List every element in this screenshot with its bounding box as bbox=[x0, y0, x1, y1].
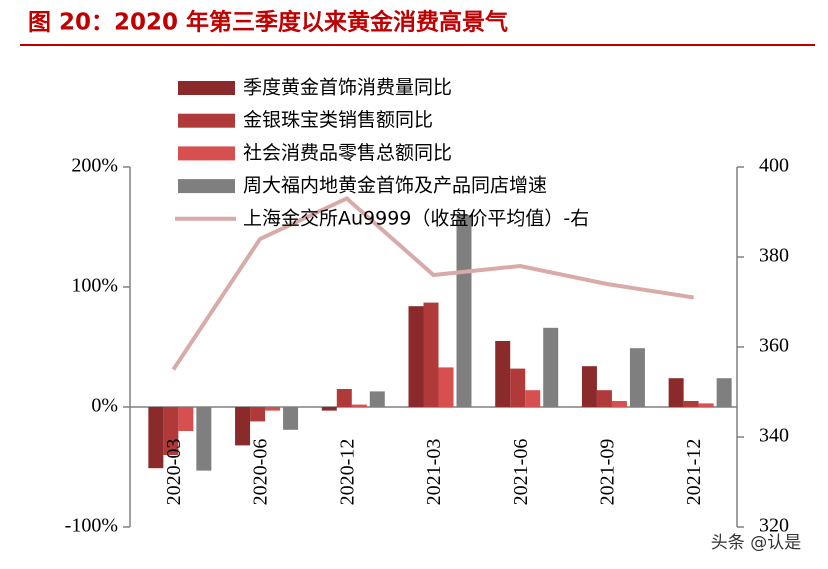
line bbox=[171, 196, 694, 371]
bar bbox=[629, 348, 645, 407]
x-tick-label: 2021-09 bbox=[597, 439, 619, 506]
bar bbox=[698, 403, 714, 407]
legend-swatch bbox=[178, 179, 235, 194]
x-tick-label: 2021-12 bbox=[683, 439, 705, 506]
bar bbox=[423, 302, 439, 407]
bar bbox=[683, 401, 699, 407]
y2-tick-label: 400 bbox=[759, 155, 789, 177]
bar bbox=[336, 389, 352, 407]
y2-tick-label: 340 bbox=[759, 425, 789, 447]
y2-tick-label: 380 bbox=[759, 245, 789, 267]
y-tick-label: -100% bbox=[65, 515, 118, 537]
x-tick-label: 2021-06 bbox=[510, 439, 532, 506]
y2-tick-label: 320 bbox=[759, 515, 789, 537]
y-tick-label: 0% bbox=[91, 395, 118, 417]
bar bbox=[525, 390, 541, 407]
bar bbox=[351, 404, 367, 407]
y-tick-label: 200% bbox=[71, 155, 118, 177]
bar bbox=[369, 391, 385, 407]
legend-swatch bbox=[178, 81, 235, 95]
bar bbox=[510, 368, 526, 407]
legend-label: 社会消费品零售总额同比 bbox=[243, 142, 452, 164]
bar bbox=[668, 378, 684, 407]
x-tick-label: 2021-03 bbox=[423, 439, 445, 506]
legend-label: 金银珠宝类销售额同比 bbox=[243, 109, 433, 131]
bar bbox=[148, 407, 164, 469]
bar bbox=[716, 378, 732, 407]
bar bbox=[235, 407, 251, 446]
bar bbox=[581, 366, 597, 407]
legend-swatch bbox=[178, 113, 235, 128]
legend-label: 季度黄金首饰消费量同比 bbox=[243, 77, 452, 99]
bar bbox=[283, 407, 299, 430]
bar bbox=[543, 327, 559, 407]
x-tick-label: 2020-03 bbox=[163, 439, 185, 506]
legend-label: 周大福内地黄金首饰及产品同店增速 bbox=[243, 175, 547, 197]
bar bbox=[321, 407, 337, 411]
bar bbox=[495, 341, 511, 407]
watermark: 头条 @认是 bbox=[711, 533, 801, 553]
bar bbox=[611, 401, 627, 407]
legend-swatch bbox=[178, 146, 235, 161]
bar bbox=[596, 390, 612, 407]
bar bbox=[456, 215, 472, 407]
bar bbox=[250, 407, 266, 422]
bar bbox=[438, 367, 454, 407]
legend-label: 上海金交所Au9999（收盘价平均值）-右 bbox=[243, 207, 589, 229]
x-tick-label: 2020-06 bbox=[250, 439, 272, 506]
x-tick-label: 2020-12 bbox=[336, 439, 358, 506]
bar bbox=[178, 407, 194, 431]
bar bbox=[265, 407, 281, 411]
bar bbox=[196, 407, 212, 471]
y2-tick-label: 360 bbox=[759, 335, 789, 357]
bar bbox=[408, 306, 424, 407]
chart-title: 图 20：2020 年第三季度以来黄金消费高景气 bbox=[28, 9, 508, 36]
y-tick-label: 100% bbox=[71, 275, 118, 297]
bar bbox=[163, 407, 179, 455]
